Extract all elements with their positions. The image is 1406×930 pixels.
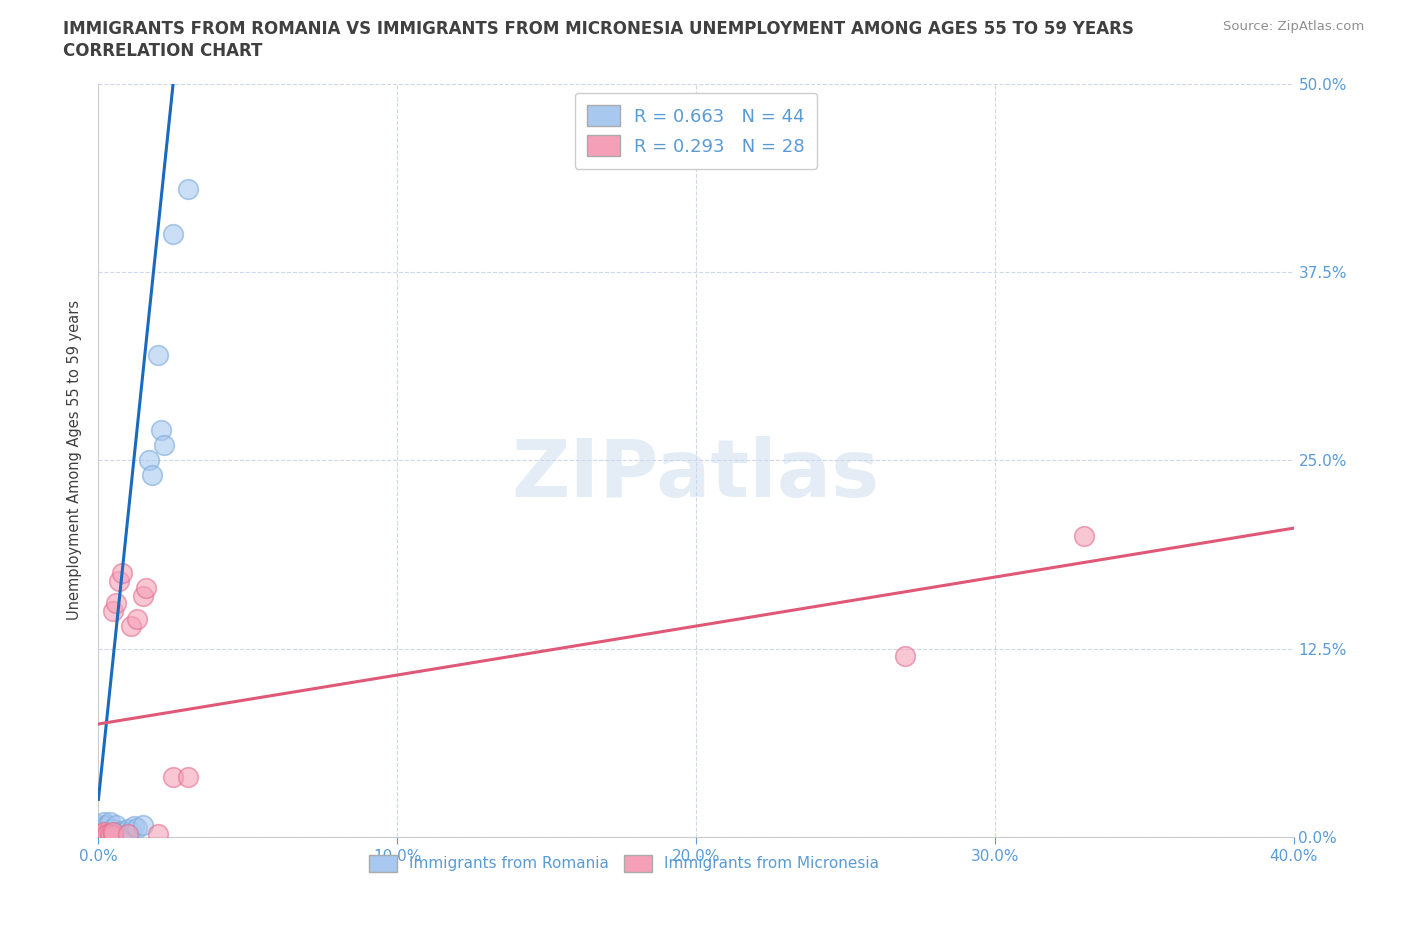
Point [90,830,112,844]
Point [153,438,176,453]
Point [93,825,115,840]
Point [90,817,112,832]
Point [103,604,125,618]
Point [120,618,142,633]
Point [98,830,122,844]
Point [96,828,118,843]
Point [98,825,122,840]
Text: ZIPatlas: ZIPatlas [512,436,880,514]
Point [117,827,139,842]
Point [1073,528,1095,543]
Point [87,830,110,844]
Point [87,827,110,842]
Point [150,423,173,438]
Point [96,828,118,843]
Point [96,817,118,832]
Point [108,825,131,840]
Point [93,815,115,830]
Point [148,348,170,363]
Point [103,827,125,842]
Point [108,574,131,589]
Point [105,596,128,611]
Point [105,817,128,832]
Point [90,822,112,837]
Point [103,828,125,843]
Point [90,820,112,835]
Point [894,649,917,664]
Point [117,822,139,837]
Point [93,827,115,842]
Point [111,824,134,839]
Point [87,828,110,843]
Point [93,825,115,840]
Point [93,830,115,844]
Legend: Immigrants from Romania, Immigrants from Micronesia: Immigrants from Romania, Immigrants from… [363,848,886,878]
Point [90,827,112,842]
Point [177,769,200,784]
Point [132,817,155,832]
Point [98,828,122,843]
Text: IMMIGRANTS FROM ROMANIA VS IMMIGRANTS FROM MICRONESIA UNEMPLOYMENT AMONG AGES 55: IMMIGRANTS FROM ROMANIA VS IMMIGRANTS FR… [63,20,1135,38]
Point [114,825,136,840]
Point [90,830,112,844]
Point [141,468,163,483]
Point [93,828,115,843]
Point [93,828,115,843]
Point [124,819,146,834]
Point [87,830,110,844]
Point [96,827,118,842]
Point [127,611,149,626]
Point [135,581,157,596]
Point [162,227,184,242]
Point [105,827,128,842]
Point [90,825,112,840]
Point [132,589,155,604]
Point [98,827,122,842]
Point [87,828,110,843]
Point [87,825,110,840]
Y-axis label: Unemployment Among Ages 55 to 59 years: Unemployment Among Ages 55 to 59 years [67,300,83,620]
Text: CORRELATION CHART: CORRELATION CHART [63,42,263,60]
Point [93,819,115,834]
Point [148,827,170,842]
Point [103,822,125,837]
Point [96,824,118,839]
Point [111,565,134,580]
Text: Source: ZipAtlas.com: Source: ZipAtlas.com [1223,20,1364,33]
Point [103,825,125,840]
Point [87,830,110,844]
Point [138,453,160,468]
Point [90,828,112,843]
Point [96,827,118,842]
Point [177,181,200,196]
Point [127,820,149,835]
Point [98,815,122,830]
Point [90,827,112,842]
Point [93,830,115,844]
Point [120,824,142,839]
Point [162,769,184,784]
Point [90,828,112,843]
